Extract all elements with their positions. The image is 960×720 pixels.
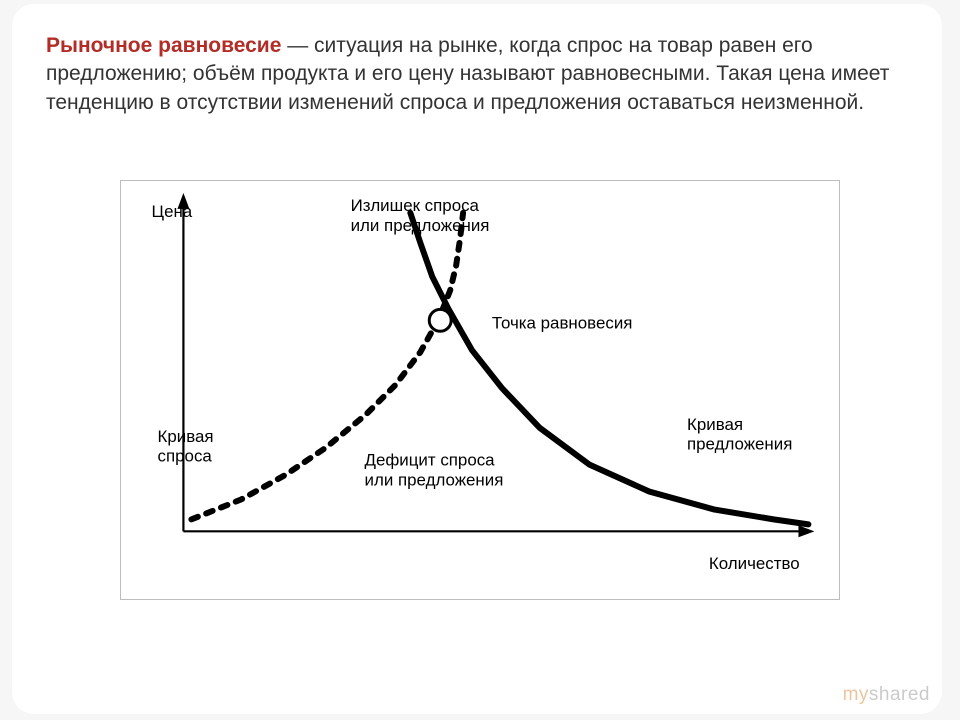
supply-label-line2: предложения (687, 435, 792, 454)
demand-label-line2: спроса (158, 447, 213, 466)
bottom-label-line1: Дефицит спроса (365, 451, 496, 470)
definition-text: Рыночное равновесие — ситуация на рынке,… (46, 32, 908, 117)
equilibrium-chart: Цена Количество Излишек спроса или предл… (120, 180, 840, 600)
watermark: myshared (843, 684, 930, 706)
top-label-line2: или предложения (351, 216, 490, 235)
term: Рыночное равновесие (46, 34, 281, 57)
supply-label-line1: Кривая (687, 415, 743, 434)
x-axis-arrow (798, 525, 814, 537)
equilibrium-point (429, 309, 451, 331)
y-axis-label: Цена (152, 202, 193, 221)
equilibrium-label: Точка равновесия (492, 313, 632, 332)
watermark-part2: shared (869, 684, 930, 705)
watermark-part1: my (843, 684, 869, 705)
x-axis-label: Количество (709, 554, 800, 573)
demand-label-line1: Кривая (158, 427, 214, 446)
content-card: Рыночное равновесие — ситуация на рынке,… (12, 4, 942, 714)
chart-svg: Цена Количество Излишек спроса или предл… (121, 181, 839, 599)
bottom-label-line2: или предложения (365, 471, 504, 490)
page-root: Рыночное равновесие — ситуация на рынке,… (0, 0, 960, 720)
top-label-line1: Излишек спроса (351, 196, 480, 215)
